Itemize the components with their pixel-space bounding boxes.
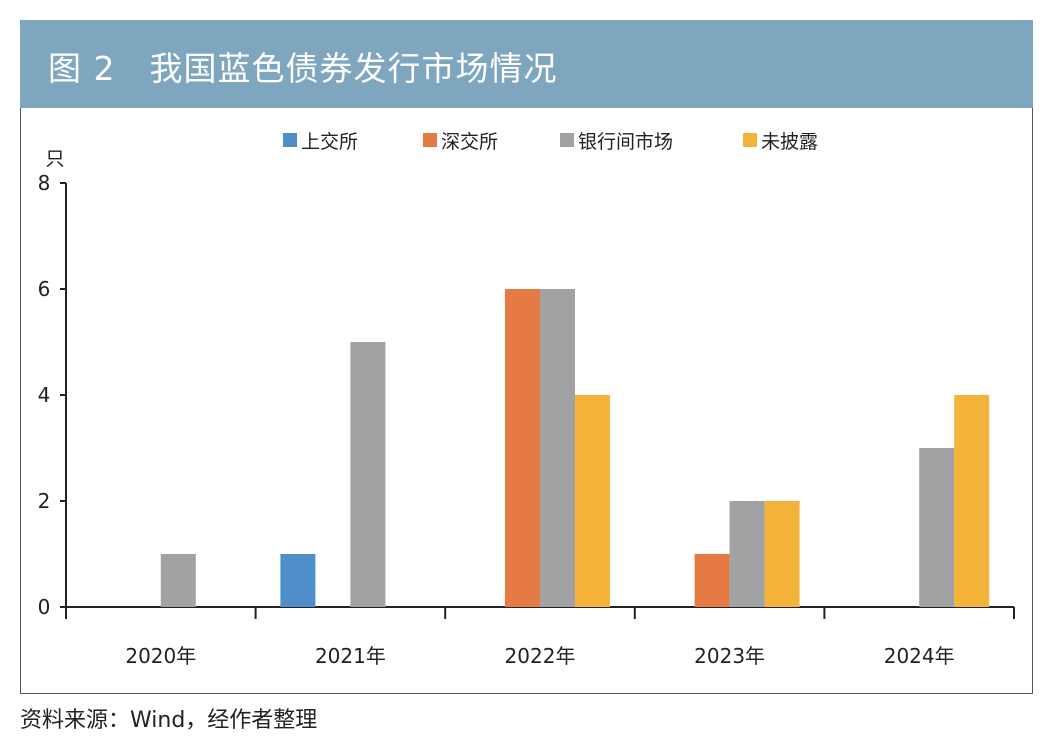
bar-2022年-未披露 [575, 395, 610, 607]
legend-swatch-2 [423, 133, 437, 147]
y-tick-label-2: 2 [38, 489, 51, 513]
source-note: 资料来源：Wind，经作者整理 [20, 708, 318, 733]
x-tick-label-1: 2020年 [125, 644, 196, 668]
bar-2020年-银行间市场 [160, 554, 196, 607]
chart-frame [20, 108, 1033, 694]
bar-2023年-深交所 [694, 554, 730, 607]
y-axis-unit: 只 [45, 148, 64, 170]
x-tick-label-3: 2022年 [505, 644, 576, 668]
legend-label-3: 银行间市场 [578, 131, 673, 153]
y-tick-label-8: 8 [38, 171, 51, 195]
chart-title: 图 2 我国蓝色债券发行市场情况 [48, 49, 558, 88]
bar-2022年-银行间市场 [540, 289, 575, 607]
legend-label-1: 上交所 [301, 131, 358, 153]
bar-2024年-银行间市场 [919, 448, 955, 607]
bar-2021年-银行间市场 [350, 342, 386, 607]
bar-2022年-深交所 [505, 289, 540, 607]
chart-header: 图 2 我国蓝色债券发行市场情况 [20, 20, 1033, 108]
bar-2024年-未披露 [954, 395, 990, 607]
x-tick-label-4: 2023年 [694, 644, 765, 668]
y-tick-label-6: 6 [38, 277, 51, 301]
legend-label-2: 深交所 [441, 131, 498, 153]
x-tick-label-5: 2024年 [884, 644, 955, 668]
y-tick-label-4: 4 [38, 383, 51, 407]
x-tick-label-2: 2021年 [315, 644, 386, 668]
bar-2021年-上交所 [280, 554, 316, 607]
bar-2023年-银行间市场 [729, 501, 765, 607]
legend-swatch-4 [743, 133, 757, 147]
legend-swatch-3 [560, 133, 574, 147]
y-tick-label-0: 0 [38, 595, 51, 619]
legend-label-4: 未披露 [761, 131, 818, 153]
legend-swatch-1 [283, 133, 297, 147]
bar-2023年-未披露 [764, 501, 800, 607]
